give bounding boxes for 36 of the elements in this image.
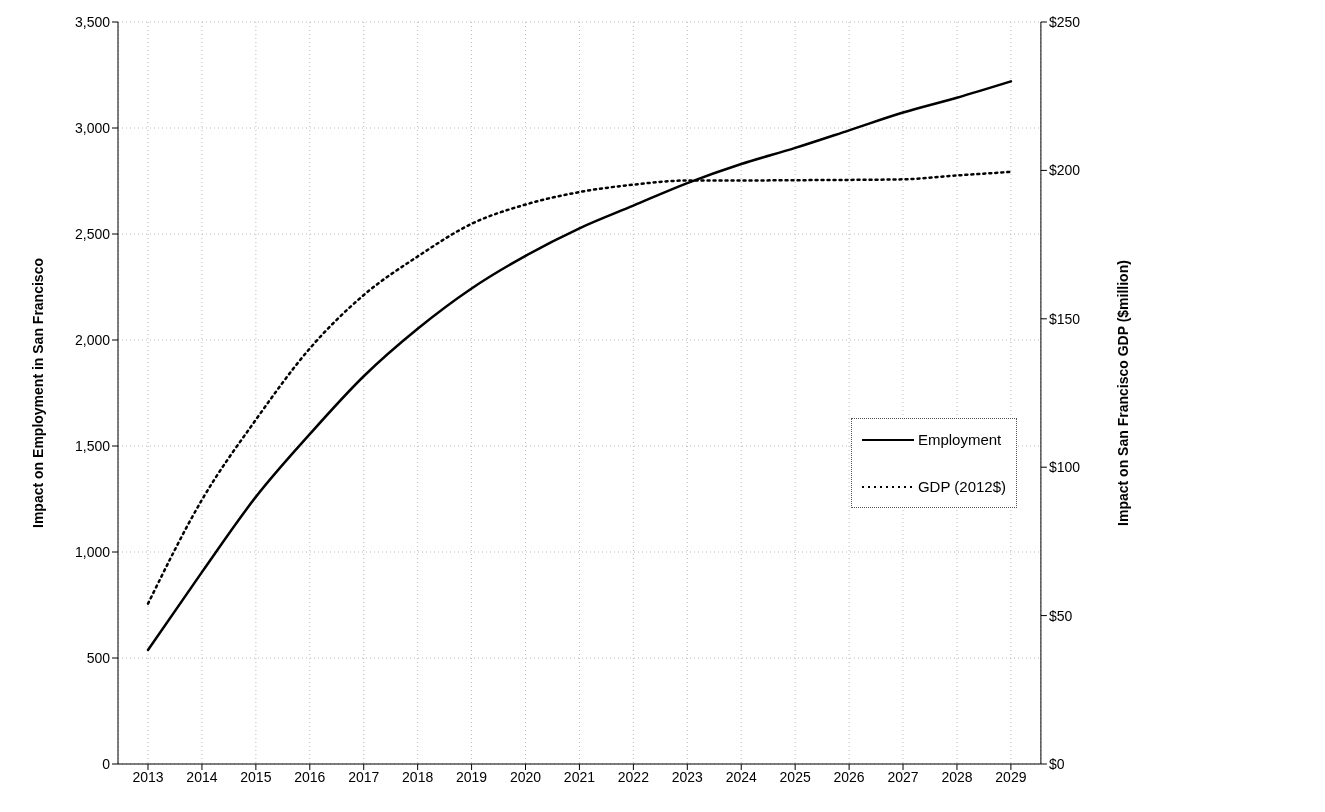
x-tick-label: 2026 [833, 768, 865, 785]
x-tick-label: 2014 [186, 768, 218, 785]
x-tick-label: 2029 [995, 768, 1027, 785]
x-tick-label: 2020 [509, 768, 542, 785]
x-tick-label: 2015 [240, 768, 272, 785]
x-tick-label: 2025 [779, 768, 811, 785]
x-tick-label: 2019 [456, 768, 488, 785]
y-tick-label: 500 [86, 649, 111, 666]
y-tick-label: 3,000 [74, 119, 111, 136]
x-tick-label: 2021 [563, 768, 596, 785]
x-tick-label: 2027 [887, 768, 919, 785]
x-tick-label: 2016 [294, 768, 326, 785]
x-tick-label: 2028 [941, 768, 973, 785]
x-tick-label: 2024 [725, 768, 758, 785]
y2-tick-label: $0 [1048, 755, 1065, 772]
x-tick-label: 2022 [617, 768, 650, 785]
x-tick-label: 2023 [671, 768, 704, 785]
x-tick-label: 2013 [132, 768, 164, 785]
x-tick-label: 2018 [402, 768, 434, 785]
y2-tick-label: $50 [1048, 607, 1073, 624]
y2-tick-label: $250 [1048, 13, 1081, 30]
y2-axis-title: Impact on San Francisco GDP ($million) [1114, 260, 1131, 526]
y-axis-title: Impact on Employment in San Francisco [29, 258, 46, 528]
legend-label: GDP (2012$) [917, 478, 1006, 495]
y-tick-label: 3,500 [74, 13, 111, 30]
y2-tick-label: $150 [1048, 310, 1081, 327]
y-tick-label: 0 [102, 755, 111, 772]
y-tick-label: 2,500 [74, 225, 111, 242]
y-tick-label: 1,500 [74, 437, 111, 454]
y2-tick-label: $200 [1048, 162, 1081, 179]
y2-tick-label: $100 [1048, 459, 1081, 476]
line-series [146, 80, 1013, 652]
y-tick-label: 2,000 [74, 331, 111, 348]
legend-label: Employment [917, 431, 1002, 448]
y-tick-label: 1,000 [74, 543, 111, 560]
x-tick-label: 2017 [348, 768, 380, 785]
